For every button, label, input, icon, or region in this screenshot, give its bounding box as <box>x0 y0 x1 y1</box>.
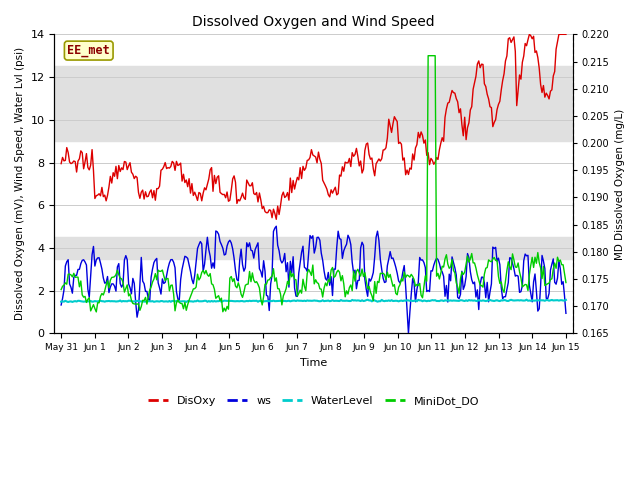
Y-axis label: MD Dissolved Oxygen (mg/L): MD Dissolved Oxygen (mg/L) <box>615 108 625 260</box>
Bar <box>54 66 573 141</box>
Text: EE_met: EE_met <box>67 44 110 57</box>
Legend: DisOxy, ws, WaterLevel, MiniDot_DO: DisOxy, ws, WaterLevel, MiniDot_DO <box>143 392 484 412</box>
X-axis label: Time: Time <box>300 358 327 368</box>
Y-axis label: Dissolved Oxygen (mV), Wind Speed, Water Lvl (psi): Dissolved Oxygen (mV), Wind Speed, Water… <box>15 48 25 321</box>
Bar <box>54 237 573 259</box>
Title: Dissolved Oxygen and Wind Speed: Dissolved Oxygen and Wind Speed <box>192 15 435 29</box>
